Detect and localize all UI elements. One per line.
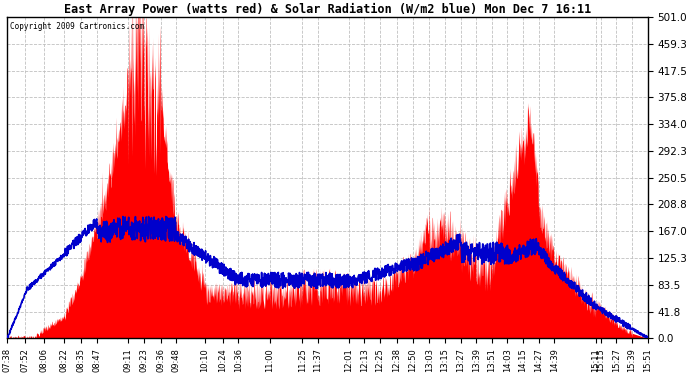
Title: East Array Power (watts red) & Solar Radiation (W/m2 blue) Mon Dec 7 16:11: East Array Power (watts red) & Solar Rad… (64, 3, 591, 16)
Text: Copyright 2009 Cartronics.com: Copyright 2009 Cartronics.com (10, 22, 145, 31)
